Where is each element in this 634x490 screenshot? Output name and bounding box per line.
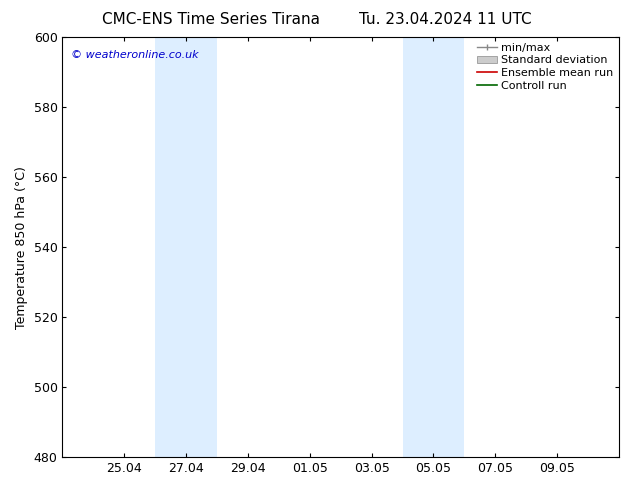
Bar — [403, 37, 464, 457]
Text: CMC-ENS Time Series Tirana        Tu. 23.04.2024 11 UTC: CMC-ENS Time Series Tirana Tu. 23.04.202… — [102, 12, 532, 27]
Text: © weatheronline.co.uk: © weatheronline.co.uk — [71, 50, 198, 60]
Legend: min/max, Standard deviation, Ensemble mean run, Controll run: min/max, Standard deviation, Ensemble me… — [474, 41, 616, 93]
Y-axis label: Temperature 850 hPa (°C): Temperature 850 hPa (°C) — [15, 166, 28, 329]
Bar — [155, 37, 217, 457]
